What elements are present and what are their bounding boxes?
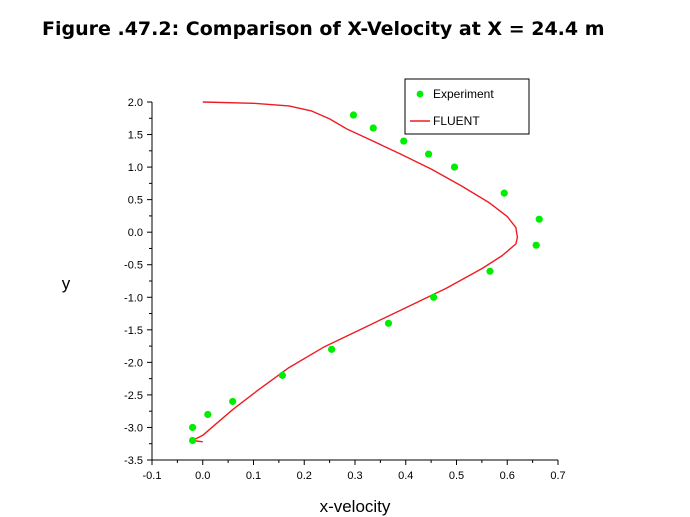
experiment-point [535, 215, 543, 223]
y-tick-label: -3.0 [124, 422, 143, 434]
experiment-point [278, 371, 287, 379]
x-tick-label: 0.7 [550, 470, 565, 482]
experiment-point [189, 423, 197, 432]
experiment-point [369, 124, 377, 132]
figure-title: Figure .47.2: Comparison of X-Velocity a… [42, 18, 605, 40]
experiment-point [189, 436, 197, 445]
fluent-series [191, 101, 519, 443]
experiment-point [229, 397, 237, 406]
y-axis-label: y [62, 274, 71, 293]
fluent-line [191, 101, 519, 443]
experiment-point [532, 241, 540, 249]
y-tick-label: -1.5 [124, 325, 143, 337]
y-tick-label: -2.5 [124, 390, 143, 402]
legend-fluent-label: FLUENT [433, 114, 480, 128]
x-axis-label: x-velocity [320, 497, 391, 516]
legend: Experiment FLUENT [404, 78, 530, 135]
x-tick-label: 0.3 [347, 470, 362, 482]
experiment-point [400, 137, 408, 145]
y-tick-label: 0.5 [128, 195, 143, 207]
y-tick-label: -2.0 [124, 357, 143, 369]
y-tick-label: 2.0 [128, 97, 143, 109]
x-tick-label: -0.1 [143, 470, 162, 482]
x-tick-label: 0.5 [449, 470, 464, 482]
x-tick-label: 0.2 [297, 470, 312, 482]
y-tick-label: -0.5 [124, 260, 143, 272]
y-tick-label: 1.0 [128, 162, 143, 174]
y-tick-label: 1.5 [128, 130, 143, 142]
experiment-point [430, 293, 438, 301]
legend-box [404, 78, 530, 135]
experiment-series [189, 111, 543, 445]
axes: -0.1 0.0 0.1 0.2 0.3 0.4 0.5 0.6 0.7 2.0 1.5 1.0 0.5… [124, 97, 566, 482]
x-tick-label: 0.1 [246, 470, 261, 482]
x-tick-label: 0.0 [195, 470, 210, 482]
y-tick-label: 0.0 [128, 227, 143, 239]
experiment-point [500, 189, 508, 197]
experiment-point [328, 345, 336, 353]
experiment-point [450, 163, 459, 171]
legend-experiment-marker [416, 90, 424, 98]
legend-experiment-label: Experiment [433, 87, 494, 101]
x-tick-label: 0.4 [398, 470, 413, 482]
x-tick-label: 0.6 [500, 470, 515, 482]
experiment-point [349, 111, 358, 119]
experiment-point [204, 410, 212, 419]
experiment-point [384, 319, 393, 327]
y-tick-label: -3.5 [124, 455, 143, 467]
y-tick-label: -1.0 [124, 292, 143, 304]
experiment-point [486, 267, 494, 275]
experiment-point [424, 150, 433, 158]
